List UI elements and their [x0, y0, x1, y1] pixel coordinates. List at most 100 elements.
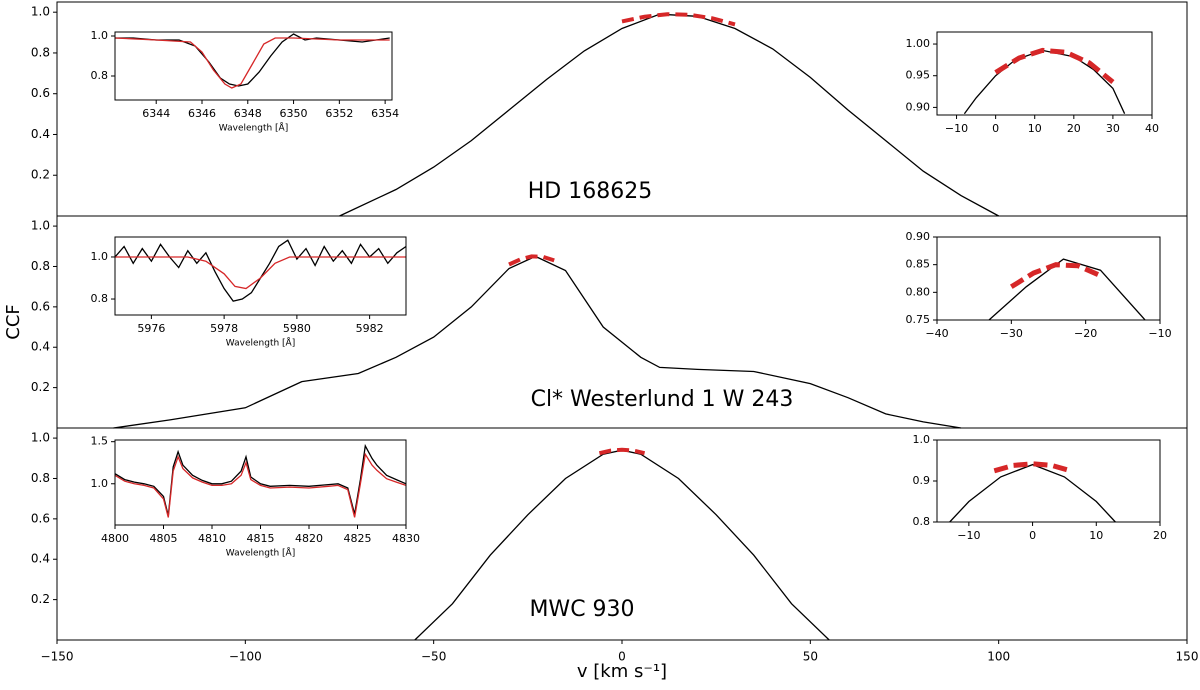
y-tick-label: 1.0: [31, 219, 50, 233]
y-tick-label: 1.0: [91, 477, 109, 490]
x-tick-label: 0: [992, 122, 999, 135]
x-tick-label: 150: [1176, 650, 1199, 664]
x-tick-label: −10: [957, 529, 980, 542]
fit-line: [621, 12, 736, 27]
data-line: [114, 452, 407, 518]
x-tick-label: 0: [1029, 529, 1036, 542]
y-tick-label: 0.9: [913, 474, 931, 487]
data-line: [114, 37, 390, 89]
x-tick-label: 4800: [101, 532, 129, 545]
x-tick-label: 4820: [295, 532, 323, 545]
x-tick-label: 30: [1106, 122, 1120, 135]
x-tick-label: 20: [1153, 529, 1167, 542]
data-line: [113, 255, 962, 429]
y-tick-label: 0.2: [31, 592, 50, 606]
x-tick-label: 6354: [371, 107, 399, 120]
y-tick-label: 0.4: [31, 340, 50, 354]
inset-background: [937, 32, 1152, 115]
x-tick-label: 6352: [325, 107, 353, 120]
y-tick-label: 0.8: [91, 69, 109, 82]
y-tick-label: 0.4: [31, 127, 50, 141]
x-tick-label: 6346: [188, 107, 216, 120]
y-tick-label: 0.8: [91, 292, 109, 305]
x-tick-label: 20: [1067, 122, 1081, 135]
y-tick-label: 0.8: [31, 259, 50, 273]
panel-title: HD 168625: [528, 179, 652, 204]
x-axis-label: v [km s⁻¹]: [577, 661, 667, 682]
x-tick-label: 100: [987, 650, 1010, 664]
data-line: [115, 256, 406, 290]
x-tick-label: 10: [1089, 529, 1103, 542]
axes-frame: [114, 31, 393, 101]
panel-title: MWC 930: [529, 597, 634, 622]
fit-line: [994, 47, 1115, 85]
inset-x-label: Wavelength [Å]: [226, 547, 295, 559]
x-tick-label: 6348: [234, 107, 262, 120]
data-line: [988, 258, 1146, 321]
inset-background: [115, 32, 392, 100]
y-tick-label: 0.6: [31, 299, 50, 313]
x-tick-label: 50: [803, 650, 818, 664]
inset-background: [937, 237, 1160, 320]
y-tick-label: 1.00: [906, 37, 931, 50]
inset-background: [115, 440, 406, 525]
x-tick-label: 5982: [356, 322, 384, 335]
y-tick-label: 1.0: [31, 431, 50, 445]
x-tick-label: 10: [1028, 122, 1042, 135]
y-tick-label: 0.90: [906, 100, 931, 113]
x-tick-label: 4810: [198, 532, 226, 545]
x-tick-label: 4815: [247, 532, 275, 545]
inset-background: [937, 440, 1160, 522]
y-tick-label: 0.8: [31, 45, 50, 59]
x-tick-label: −10: [945, 122, 968, 135]
x-tick-label: 4825: [344, 532, 372, 545]
x-tick-label: −30: [1000, 327, 1023, 340]
axes-frame: [936, 31, 1153, 116]
y-tick-label: 1.0: [91, 250, 109, 263]
y-tick-label: 0.4: [31, 552, 50, 566]
x-tick-label: 5976: [137, 322, 165, 335]
y-tick-label: 0.6: [31, 86, 50, 100]
y-tick-label: 0.85: [906, 258, 931, 271]
x-tick-label: 4830: [392, 532, 420, 545]
x-tick-label: −40: [925, 327, 948, 340]
x-tick-label: −10: [1148, 327, 1171, 340]
y-tick-label: 1.0: [91, 29, 109, 42]
y-tick-label: 1.0: [913, 433, 931, 446]
x-tick-label: −100: [229, 650, 262, 664]
panel-title: Cl* Westerlund 1 W 243: [531, 387, 794, 412]
axes-frame: [936, 236, 1161, 321]
y-tick-label: 0.80: [906, 285, 931, 298]
x-tick-label: 4805: [150, 532, 178, 545]
y-axis-label: CCF: [3, 304, 24, 340]
fit-line: [598, 447, 646, 456]
x-tick-label: −50: [421, 650, 446, 664]
y-tick-label: 0.8: [913, 515, 931, 528]
fit-line: [993, 461, 1072, 474]
y-tick-label: 0.90: [906, 230, 931, 243]
x-tick-label: −20: [1074, 327, 1097, 340]
y-tick-label: 0.2: [31, 380, 50, 394]
x-tick-label: 6344: [142, 107, 170, 120]
data-line: [949, 463, 1116, 523]
y-tick-label: 1.5: [91, 435, 109, 448]
y-tick-label: 0.2: [31, 168, 50, 182]
fit-line: [1009, 262, 1102, 289]
fit-line: [508, 254, 555, 267]
x-tick-label: 5978: [210, 322, 238, 335]
x-tick-label: 5980: [283, 322, 311, 335]
x-tick-label: 0: [618, 650, 626, 664]
y-tick-label: 0.75: [906, 313, 931, 326]
inset-x-label: Wavelength [Å]: [219, 122, 288, 134]
data-line: [115, 33, 390, 87]
x-tick-label: 6350: [280, 107, 308, 120]
axes-frame: [114, 236, 407, 316]
inset-x-label: Wavelength [Å]: [226, 337, 295, 349]
x-tick-label: 40: [1145, 122, 1159, 135]
y-tick-label: 1.0: [31, 5, 50, 19]
y-tick-label: 0.8: [31, 471, 50, 485]
y-tick-label: 0.6: [31, 511, 50, 525]
x-tick-label: −150: [41, 650, 74, 664]
y-tick-label: 0.95: [906, 69, 931, 82]
